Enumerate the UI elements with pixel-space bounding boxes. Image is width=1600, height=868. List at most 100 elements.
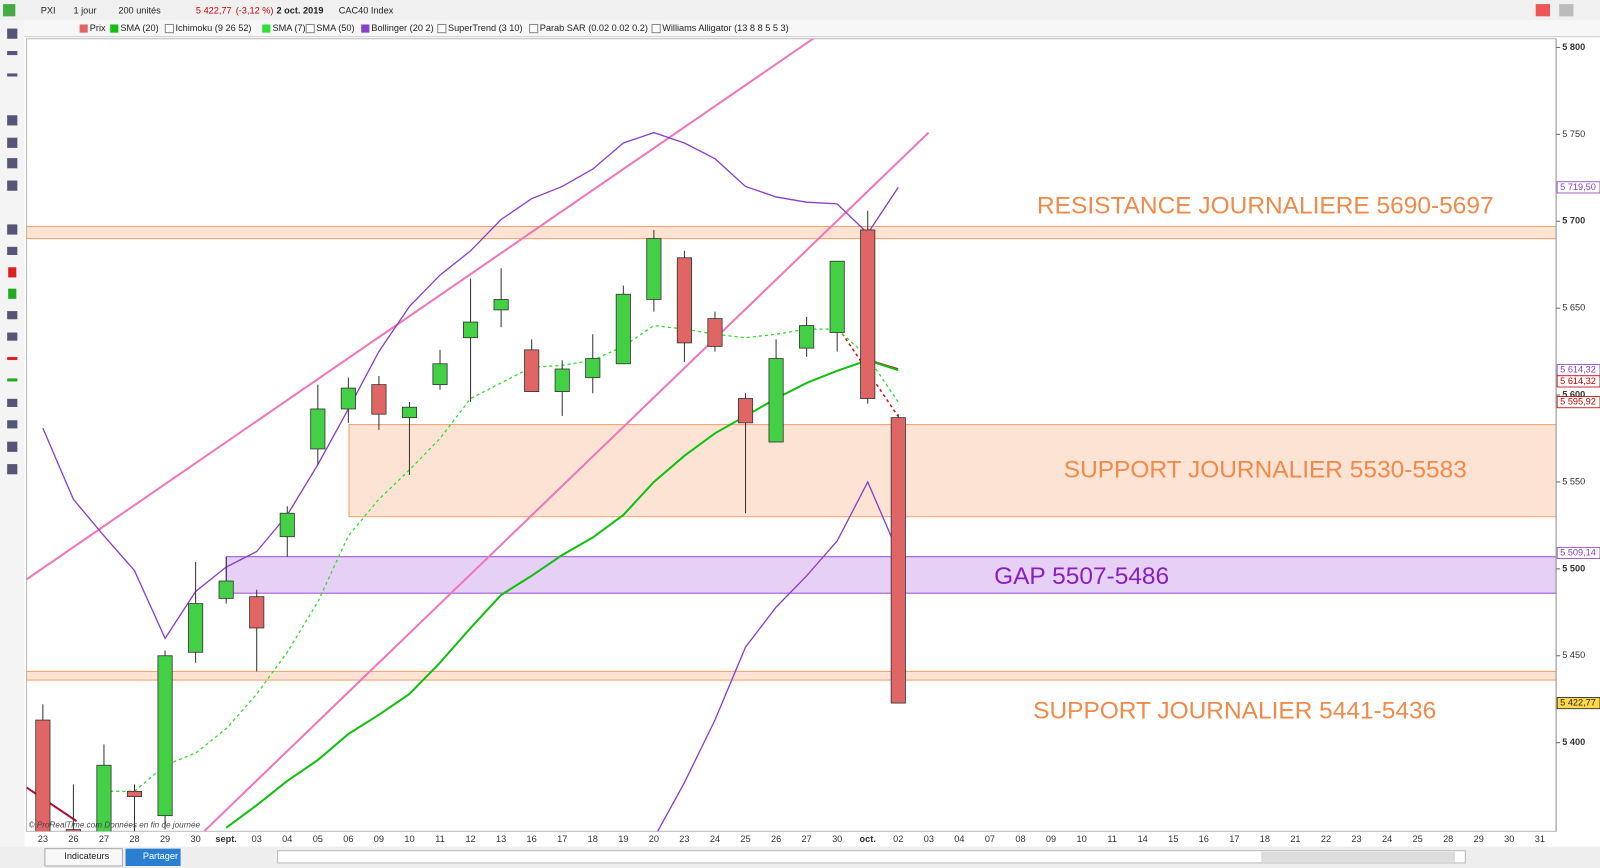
x-tick-label: 03 — [924, 834, 934, 844]
x-tick-label: 15 — [1168, 834, 1178, 844]
candle-body — [463, 321, 479, 339]
candle-body — [768, 358, 784, 443]
legend-entry[interactable]: Parab SAR (0.02 0.02 0.2) — [540, 23, 648, 33]
legend-entry[interactable]: Williams Alligator (13 8 8 5 5 3) — [662, 23, 788, 33]
legend-entry[interactable]: SuperTrend (3 10) — [448, 23, 523, 33]
change: (-3,12 %) — [236, 6, 274, 16]
legend-entry[interactable]: SMA (7) — [272, 23, 305, 33]
y-tick-label: 5 700 — [1562, 216, 1585, 226]
price-label: 5 509,14 — [1560, 547, 1596, 557]
chart-icon[interactable] — [3, 4, 16, 17]
candle-body — [218, 580, 234, 599]
x-tick-label: 14 — [1138, 834, 1148, 844]
x-tick-label: 16 — [1199, 834, 1209, 844]
tool-column — [0, 20, 25, 847]
candle-body — [860, 229, 876, 399]
x-tick-label: 11 — [1107, 834, 1117, 844]
candle-body — [126, 790, 143, 797]
x-tick-label: 29 — [1474, 834, 1484, 844]
zone — [348, 424, 1557, 518]
x-tick-label: 19 — [618, 834, 628, 844]
units[interactable]: 200 unités — [118, 6, 161, 16]
candle-body — [646, 238, 662, 300]
candle-body — [890, 417, 906, 704]
trend-line — [26, 38, 815, 581]
indicators-button[interactable] — [44, 848, 123, 867]
y-tick-label: 5 800 — [1562, 42, 1585, 52]
candle-body — [65, 829, 81, 832]
sar-line — [26, 786, 78, 822]
x-tick-label: 18 — [588, 834, 598, 844]
x-tick-label: 27 — [99, 834, 109, 844]
legend-entry[interactable]: Ichimoku (9 26 52) — [176, 23, 252, 33]
instrument: CAC40 Index — [339, 6, 394, 16]
legend-entry[interactable]: SMA (50) — [316, 23, 354, 33]
date: 2 oct. 2019 — [277, 6, 324, 16]
x-tick-label: 10 — [404, 834, 414, 844]
x-tick-label: oct. — [860, 834, 876, 844]
candle-body — [554, 368, 570, 392]
price-label: 5 422,77 — [1560, 698, 1596, 708]
x-tick-label: 23 — [1351, 834, 1361, 844]
x-tick-label: 18 — [1260, 834, 1270, 844]
candle-body — [96, 764, 112, 832]
zone — [26, 670, 1557, 681]
scroll-thumb[interactable] — [1261, 851, 1456, 862]
legend-entry[interactable]: Prix — [90, 23, 106, 33]
refresh-icon[interactable] — [1535, 4, 1550, 17]
x-tick-label: 28 — [129, 834, 139, 844]
candle-body — [585, 358, 601, 379]
x-tick-label: 22 — [1321, 834, 1331, 844]
period[interactable]: 1 jour — [73, 6, 96, 16]
candle-body — [310, 408, 326, 450]
indicator-line — [225, 359, 899, 829]
y-tick-label: 5 500 — [1562, 563, 1585, 573]
candle-body — [737, 398, 754, 424]
symbol[interactable]: PXI — [41, 6, 56, 16]
x-tick-label: 03 — [252, 834, 262, 844]
x-tick-label: 30 — [832, 834, 842, 844]
x-tick-label: 20 — [649, 834, 659, 844]
candle-body — [401, 406, 418, 419]
x-tick-label: 24 — [710, 834, 720, 844]
legend-entry[interactable]: SMA (20) — [120, 23, 158, 33]
legend-bar — [0, 20, 1600, 37]
x-tick-label: 30 — [1504, 834, 1514, 844]
y-tick-label: 5 750 — [1562, 129, 1585, 139]
x-tick-label: 09 — [1046, 834, 1056, 844]
window-button[interactable] — [1559, 4, 1574, 17]
candle-body — [249, 596, 265, 629]
x-tick-label: 26 — [771, 834, 781, 844]
x-tick-label: 12 — [465, 834, 475, 844]
price-label: 5 595,92 — [1560, 397, 1596, 407]
share-label[interactable]: Partager — [143, 851, 178, 861]
x-tick-label: 10 — [1076, 834, 1086, 844]
candle-body — [340, 387, 356, 410]
y-tick-label: 5 400 — [1562, 737, 1585, 747]
toolbar — [0, 0, 1600, 21]
price-label: 5 719,50 — [1560, 182, 1596, 192]
candle-body — [371, 384, 387, 415]
candle-body — [432, 363, 448, 386]
x-tick-label: 11 — [435, 834, 445, 844]
indicator-line — [103, 324, 899, 792]
price-label: 5 614,32 — [1560, 376, 1596, 386]
indicator-line — [42, 131, 899, 640]
sma-down-segment — [838, 328, 899, 417]
candle-body — [35, 719, 51, 832]
scrollbar[interactable] — [277, 850, 1466, 864]
x-tick-label: 21 — [1290, 834, 1300, 844]
indicators-label[interactable]: Indicateurs — [64, 851, 109, 861]
zone-label: SUPPORT JOURNALIER 5530-5583 — [1064, 457, 1467, 484]
x-tick-label: 29 — [160, 834, 170, 844]
legend-entry[interactable]: Bollinger (20 2) — [371, 23, 433, 33]
candle-body — [493, 299, 509, 311]
share-button[interactable] — [125, 848, 181, 866]
candle-body — [676, 257, 692, 344]
zone — [26, 225, 1557, 240]
x-tick-label: 31 — [1535, 834, 1545, 844]
zone-label: RESISTANCE JOURNALIERE 5690-5697 — [1037, 193, 1494, 220]
x-tick-label: 07 — [985, 834, 995, 844]
tools[interactable] — [7, 28, 18, 475]
